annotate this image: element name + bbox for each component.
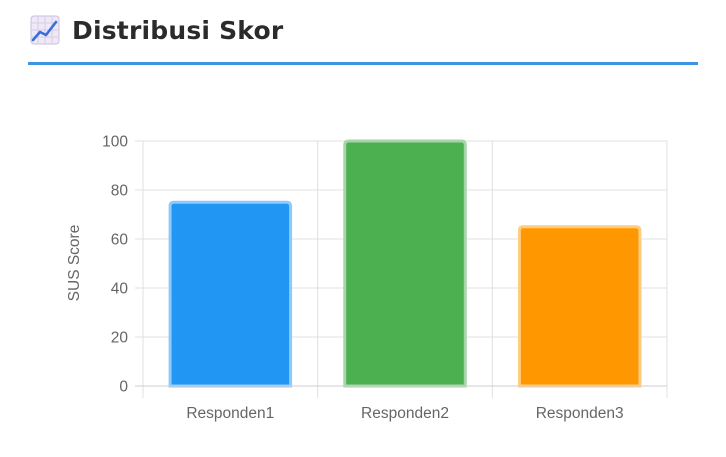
y-tick-label: 0 (119, 379, 128, 396)
y-tick-label: 40 (111, 281, 129, 298)
y-tick-label: 100 (102, 134, 128, 151)
page-title: Distribusi Skor (72, 15, 284, 45)
header-divider (28, 62, 698, 65)
x-tick-label: Responden2 (361, 405, 449, 422)
chart-section-header: Distribusi Skor (30, 10, 283, 50)
bar-responden3 (517, 225, 642, 388)
x-tick-label: Responden1 (186, 405, 274, 422)
y-tick-label: 80 (111, 183, 129, 200)
y-tick-label: 20 (111, 330, 129, 347)
bar-responden2 (343, 139, 467, 388)
y-axis-label: SUS Score (66, 225, 83, 302)
chart-increasing-icon (30, 15, 60, 45)
bars (168, 139, 642, 388)
x-tick-label: Responden3 (536, 405, 624, 422)
bar-responden1 (168, 200, 293, 388)
axes: 0 20 40 60 80 100 Responden1 Responden2 Responde… (102, 134, 667, 422)
y-tick-label: 60 (111, 232, 129, 249)
